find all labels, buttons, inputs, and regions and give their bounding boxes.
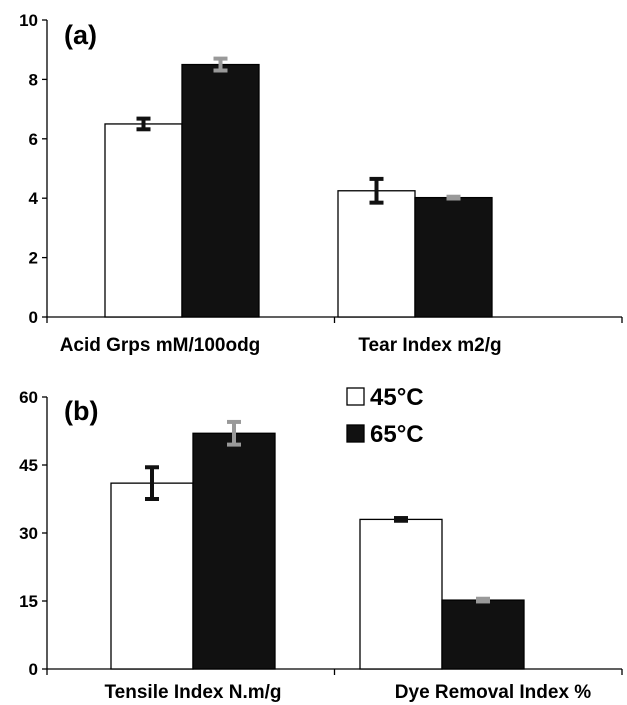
- panel-a-plot: 0 2 4 6 8 10: [19, 11, 623, 327]
- panel-b-category-label-1: Tensile Index N.m/g: [104, 682, 281, 703]
- panel-a-bar-65c-2: [414, 196, 493, 318]
- panel-a-bar-65c-1: [181, 63, 260, 318]
- panel-a-label: (a): [64, 20, 97, 50]
- panel-a-y-tick-label: 4: [29, 189, 39, 208]
- panel-b-y-tick-label: 15: [19, 592, 38, 611]
- panel-b-label: (b): [64, 396, 98, 426]
- panel-b-y-tick-label: 60: [19, 388, 38, 407]
- panel-b-bar-65c-2: [441, 599, 525, 670]
- panel-b-plot: 0 15 30 45 60: [19, 388, 623, 679]
- panel-a-y-tick-label: 10: [19, 11, 38, 30]
- legend-swatch-65c: [346, 424, 365, 443]
- panel-b-bar-65c-1: [192, 432, 276, 670]
- panel-a-bar-45c-1: [104, 123, 183, 318]
- panel-a-category-label-2: Tear Index m2/g: [358, 335, 501, 356]
- panel-b-y-tick-label: 45: [19, 456, 38, 475]
- legend-label-45c: 45°C: [370, 384, 424, 411]
- panel-b-y-tick-label: 0: [29, 660, 38, 679]
- panel-a-y-tick-label: 2: [29, 249, 38, 268]
- panel-b-bar-45c-1: [110, 482, 194, 670]
- panel-b-y-tick-label: 30: [19, 524, 38, 543]
- panel-a-bar-45c-2: [337, 190, 416, 318]
- panel-a-y-tick-label: 8: [29, 70, 38, 89]
- panel-b-category-label-2: Dye Removal Index %: [395, 682, 592, 703]
- legend-swatch-45c: [346, 387, 365, 406]
- legend-label-65c: 65°C: [370, 421, 424, 448]
- legend: 45°C 65°C: [346, 384, 424, 448]
- panel-a-category-label-1: Acid Grps mM/100odg: [60, 335, 261, 356]
- panel-b-bar-45c-2: [359, 518, 443, 670]
- panel-a-y-tick-label: 0: [29, 308, 38, 327]
- panel-a-y-tick-label: 6: [29, 130, 38, 149]
